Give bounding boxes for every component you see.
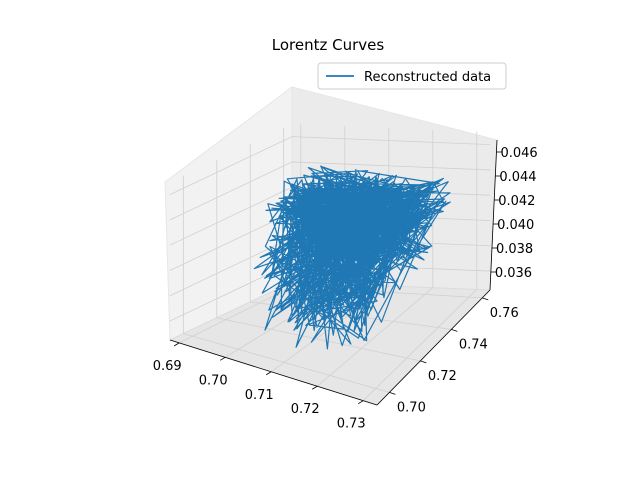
z-tick-label: 0.042 bbox=[498, 194, 535, 209]
y-tick-mark-2 bbox=[451, 329, 458, 332]
legend-label: Reconstructed data bbox=[364, 70, 491, 85]
x-grid-floor-0 bbox=[179, 281, 301, 344]
y-tick-label: 0.70 bbox=[397, 400, 426, 415]
x-axis-line bbox=[169, 339, 378, 406]
x-tick-mark-2 bbox=[265, 371, 272, 376]
y-tick-label: 0.76 bbox=[490, 306, 519, 321]
legend-box bbox=[317, 62, 507, 90]
x-tick-label: 0.73 bbox=[337, 417, 366, 432]
x-tick-label: 0.72 bbox=[291, 402, 320, 417]
x-tick-label: 0.69 bbox=[153, 359, 182, 374]
series-line-reconstructed bbox=[253, 165, 451, 350]
y-tick-mark-0 bbox=[389, 392, 396, 395]
chart-title: Lorentz Curves bbox=[272, 36, 385, 54]
z-tick-label: 0.038 bbox=[496, 242, 533, 257]
y-tick-label: 0.74 bbox=[459, 337, 488, 352]
y-grid-floor-1 bbox=[216, 317, 421, 362]
x-tick-mark-4 bbox=[357, 400, 364, 405]
y-tick-label: 0.72 bbox=[428, 369, 457, 384]
z-tick-label: 0.040 bbox=[497, 218, 534, 233]
data-line bbox=[253, 165, 451, 350]
z-axis-line bbox=[489, 139, 498, 291]
z-grid-4 bbox=[169, 161, 491, 221]
y-tick-mark-3 bbox=[482, 297, 489, 301]
z-tick-label: 0.046 bbox=[500, 146, 537, 161]
y-grid-floor-0 bbox=[183, 333, 390, 393]
x-tick-mark-1 bbox=[219, 356, 226, 361]
y-tick-mark-1 bbox=[420, 360, 427, 364]
x-grid-floor-4 bbox=[362, 289, 478, 401]
y-axis-line bbox=[376, 289, 491, 406]
z-tick-label: 0.036 bbox=[495, 266, 532, 281]
x-tick-label: 0.70 bbox=[199, 373, 228, 388]
x-tick-label: 0.71 bbox=[245, 388, 274, 403]
z-tick-label: 0.044 bbox=[499, 170, 536, 185]
x-tick-mark-3 bbox=[311, 385, 318, 390]
tick-labels: 0.69 0.70 0.71 0.72 0.73 0.70 0.72 0.74 0.76 0.03… bbox=[153, 146, 538, 432]
x-grid-floor-2 bbox=[270, 285, 390, 373]
x-tick-mark-0 bbox=[173, 342, 180, 347]
z-grid-5 bbox=[169, 136, 491, 196]
axes-lines bbox=[169, 139, 498, 406]
x-grid-floor-3 bbox=[316, 287, 434, 387]
legend: Reconstructed data bbox=[317, 62, 507, 90]
